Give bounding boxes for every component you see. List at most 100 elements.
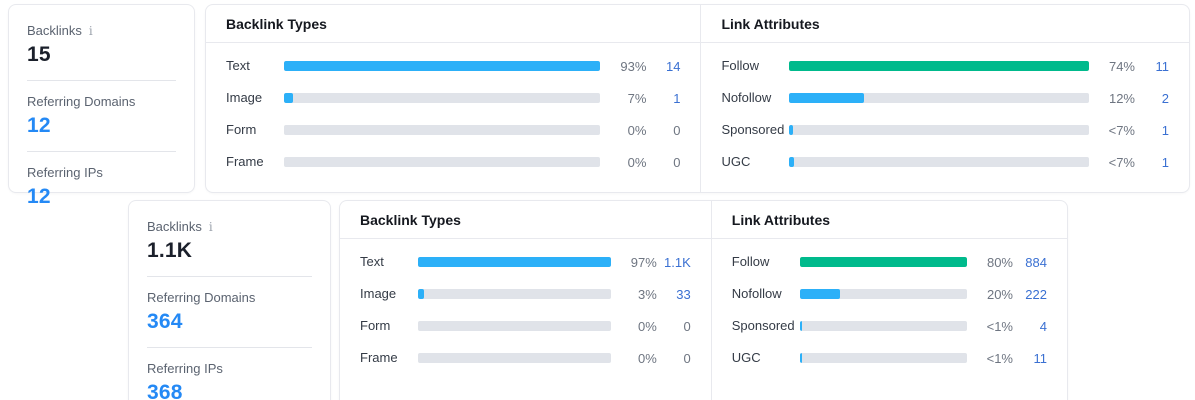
panel-title: Backlink Types [340, 201, 711, 239]
bar-label: Text [360, 254, 384, 269]
bar-fill [799, 257, 967, 267]
bar-count-link[interactable]: 1 [1161, 154, 1169, 170]
bar-percent: 93% [620, 58, 647, 74]
link-attributes-panel-top: Link Attributes Follow 74% 11 Nofollow 1… [700, 5, 1189, 192]
bar-percent: 97% [630, 254, 657, 270]
bar-count-link[interactable]: 222 [1025, 286, 1047, 302]
metric-value-link[interactable]: 368 [147, 381, 183, 400]
bar-track [789, 61, 1089, 71]
bar-percent: 0% [627, 122, 647, 138]
bar-track [799, 321, 967, 331]
charts-card-top: Backlink Types Text 93% 14 Image 7% 1 Fo… [205, 4, 1190, 193]
bar-count-link[interactable]: 884 [1025, 254, 1047, 270]
bar-count-link[interactable]: 14 [665, 58, 681, 74]
bar-track [284, 61, 601, 71]
bar-percent: 0% [627, 154, 647, 170]
bar-fill [418, 289, 424, 299]
bar-fill [789, 61, 1089, 71]
metric-referring-domains: Referring Domains 12 [27, 80, 176, 151]
bar-label: Text [226, 58, 250, 73]
bar-count-link[interactable]: 1 [673, 90, 681, 106]
bar-label: Form [226, 122, 257, 137]
bar-label: Image [226, 90, 263, 105]
metric-backlinks: Backlinks i 15 [27, 10, 176, 80]
bar-row-form: Form 0% 0 [360, 310, 691, 342]
bar-percent: 0% [637, 350, 657, 366]
bar-row-image: Image 7% 1 [226, 82, 680, 114]
metric-value: 15 [27, 43, 51, 66]
bar-row-text: Text 97% 1.1K [360, 246, 691, 278]
bar-label: Nofollow [731, 286, 782, 301]
metric-referring-domains: Referring Domains 364 [147, 276, 312, 347]
bar-count: 0 [673, 154, 681, 170]
metric-label: Backlinks [27, 23, 82, 38]
bar-track [799, 257, 967, 267]
bar-count-link[interactable]: 11 [1155, 58, 1170, 74]
metric-value-link[interactable]: 364 [147, 310, 183, 333]
summary-card-bottom: Backlinks i 1.1K Referring Domains 364 R… [128, 200, 331, 400]
bar-count-link[interactable]: 33 [676, 286, 691, 302]
bar-count: 0 [683, 350, 691, 366]
info-icon[interactable]: i [208, 220, 213, 234]
bar-row-text: Text 93% 14 [226, 50, 680, 82]
bar-label: Follow [731, 254, 770, 269]
bar-count-link[interactable]: 1 [1161, 122, 1169, 138]
bar-percent: <1% [986, 318, 1013, 334]
metric-value-link[interactable]: 12 [27, 185, 51, 208]
bar-track [418, 321, 611, 331]
bar-track [418, 257, 611, 267]
bar-count-link[interactable]: 2 [1161, 90, 1169, 106]
metric-label: Referring Domains [147, 290, 256, 305]
bar-fill [799, 321, 802, 331]
bar-track [789, 157, 1089, 167]
metric-value-link[interactable]: 12 [27, 114, 51, 137]
bar-count-link[interactable]: 1.1K [664, 254, 691, 270]
bar-count-link[interactable]: 4 [1039, 318, 1047, 334]
bar-count: 0 [673, 122, 681, 138]
bar-fill [284, 61, 601, 71]
bar-percent: 7% [627, 90, 647, 106]
bar-label: Sponsored [731, 318, 795, 333]
bar-fill [789, 157, 794, 167]
bar-label: UGC [721, 154, 751, 169]
bar-percent: 0% [637, 318, 657, 334]
bar-fill [789, 93, 865, 103]
bar-count: 0 [683, 318, 691, 334]
bar-track [284, 93, 601, 103]
bar-row-nofollow: Nofollow 12% 2 [721, 82, 1169, 114]
bar-row-follow: Follow 74% 11 [721, 50, 1169, 82]
metric-label: Backlinks [147, 219, 202, 234]
info-icon[interactable]: i [88, 24, 93, 38]
metric-value: 1.1K [147, 239, 193, 262]
link-attributes-panel-bottom: Link Attributes Follow 80% 884 Nofollow … [710, 201, 1067, 400]
bar-fill [284, 93, 294, 103]
backlink-types-panel-top: Backlink Types Text 93% 14 Image 7% 1 Fo… [206, 5, 701, 192]
bar-percent: <7% [1108, 154, 1135, 170]
bar-percent: 80% [986, 254, 1013, 270]
bar-track [789, 125, 1089, 135]
bar-count-link[interactable]: 11 [1033, 350, 1048, 366]
panel-title: Backlink Types [206, 5, 701, 43]
bar-percent: <7% [1108, 122, 1135, 138]
bar-label: Nofollow [721, 90, 772, 105]
bar-label: Frame [360, 350, 398, 365]
bar-label: Frame [226, 154, 264, 169]
bar-row-sponsored: Sponsored <1% 4 [732, 310, 1047, 342]
bar-track [284, 125, 601, 135]
bar-row-frame: Frame 0% 0 [226, 146, 680, 178]
bar-percent: 74% [1108, 58, 1135, 74]
bar-percent: 3% [637, 286, 657, 302]
bar-percent: <1% [986, 350, 1013, 366]
backlink-types-panel-bottom: Backlink Types Text 97% 1.1K Image 3% 33… [340, 201, 711, 400]
summary-card-top: Backlinks i 15 Referring Domains 12 Refe… [8, 4, 195, 208]
bar-track [418, 289, 611, 299]
bar-row-form: Form 0% 0 [226, 114, 680, 146]
bar-row-ugc: UGC <7% 1 [721, 146, 1169, 178]
bar-fill [799, 289, 840, 299]
bar-row-follow: Follow 80% 884 [732, 246, 1047, 278]
bar-label: Follow [721, 58, 760, 73]
bar-fill [799, 353, 802, 363]
bar-row-sponsored: Sponsored <7% 1 [721, 114, 1169, 146]
bar-track [284, 157, 601, 167]
